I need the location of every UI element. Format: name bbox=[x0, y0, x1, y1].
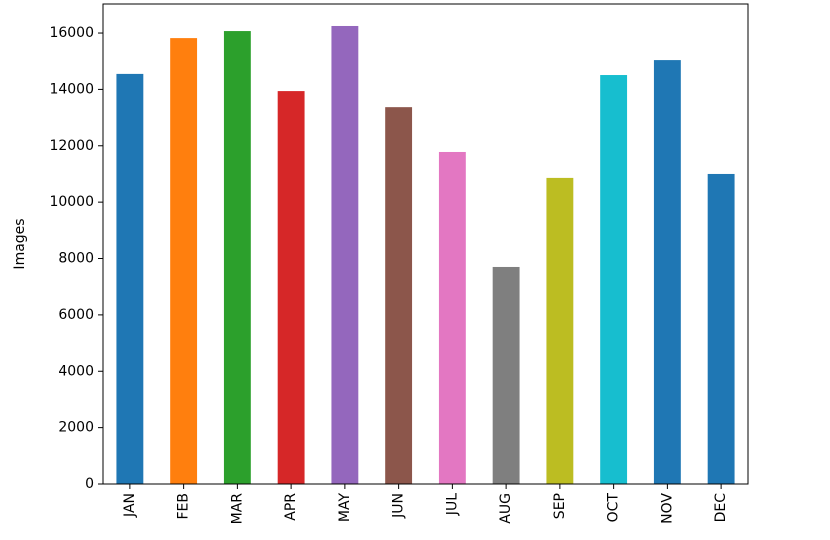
bar bbox=[438, 151, 466, 484]
x-tick-label: JUN bbox=[391, 493, 407, 519]
bar bbox=[546, 177, 574, 484]
y-tick-label: 0 bbox=[85, 476, 94, 492]
bar bbox=[600, 75, 628, 485]
x-tick-label: NOV bbox=[659, 493, 675, 524]
y-tick-label: 2000 bbox=[58, 420, 94, 436]
x-tick-label: FEB bbox=[176, 493, 192, 520]
bar bbox=[331, 25, 359, 484]
x-tick-label: OCT bbox=[606, 493, 622, 523]
x-tick-label: MAY bbox=[337, 493, 353, 523]
bar bbox=[223, 31, 251, 484]
x-tick-label: JUL bbox=[444, 493, 460, 516]
bar bbox=[707, 173, 735, 484]
x-tick-label: DEC bbox=[713, 493, 729, 523]
y-tick-label: 4000 bbox=[58, 363, 94, 379]
plot-frame bbox=[102, 3, 749, 485]
y-tick-label: 6000 bbox=[58, 307, 94, 323]
y-tick-label: 16000 bbox=[49, 25, 94, 41]
x-tick-label: AUG bbox=[498, 493, 514, 524]
bar bbox=[653, 60, 681, 484]
bar bbox=[116, 73, 144, 484]
y-tick-label: 10000 bbox=[49, 194, 94, 210]
x-tick-label: JAN bbox=[122, 493, 138, 518]
x-tick-label: SEP bbox=[552, 493, 568, 519]
y-tick-label: 12000 bbox=[49, 138, 94, 154]
x-tick-label: MAR bbox=[229, 493, 245, 525]
bar bbox=[277, 91, 305, 485]
x-tick-label: APR bbox=[283, 493, 299, 521]
y-axis-label: Images bbox=[12, 218, 28, 269]
y-tick-label: 14000 bbox=[49, 81, 94, 97]
bar bbox=[492, 266, 520, 484]
y-tick-label: 8000 bbox=[58, 251, 94, 267]
bar bbox=[385, 107, 413, 485]
bar bbox=[170, 38, 198, 484]
